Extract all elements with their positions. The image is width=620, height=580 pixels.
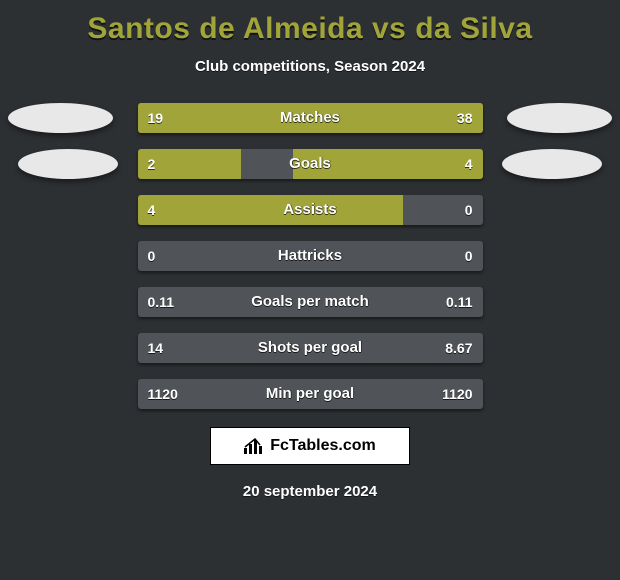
stat-label: Matches — [138, 103, 483, 133]
stat-row: 1938Matches — [138, 103, 483, 133]
chart-icon — [244, 438, 264, 454]
stat-label: Goals — [138, 149, 483, 179]
stat-label: Assists — [138, 195, 483, 225]
page-subtitle: Club competitions, Season 2024 — [0, 58, 620, 75]
stat-row: 148.67Shots per goal — [138, 333, 483, 363]
player-right-photo-1 — [507, 103, 612, 133]
brand-text: FcTables.com — [270, 437, 376, 455]
stat-row: 40Assists — [138, 195, 483, 225]
brand-logo: FcTables.com — [210, 427, 410, 465]
stat-label: Hattricks — [138, 241, 483, 271]
player-left-photo-1 — [8, 103, 113, 133]
stat-row: 11201120Min per goal — [138, 379, 483, 409]
player-right-photo-2 — [502, 149, 602, 179]
stat-label: Shots per goal — [138, 333, 483, 363]
stat-row: 24Goals — [138, 149, 483, 179]
bars-container: 1938Matches 24Goals 40Assists 00Hattricks 0.… — [138, 103, 483, 409]
stat-label: Goals per match — [138, 287, 483, 317]
footer-date: 20 september 2024 — [0, 483, 620, 500]
player-left-photo-2 — [18, 149, 118, 179]
stat-label: Min per goal — [138, 379, 483, 409]
stat-row: 00Hattricks — [138, 241, 483, 271]
stat-row: 0.110.11Goals per match — [138, 287, 483, 317]
page-title: Santos de Almeida vs da Silva — [0, 0, 620, 46]
comparison-chart: 1938Matches 24Goals 40Assists 00Hattricks 0.… — [0, 103, 620, 409]
